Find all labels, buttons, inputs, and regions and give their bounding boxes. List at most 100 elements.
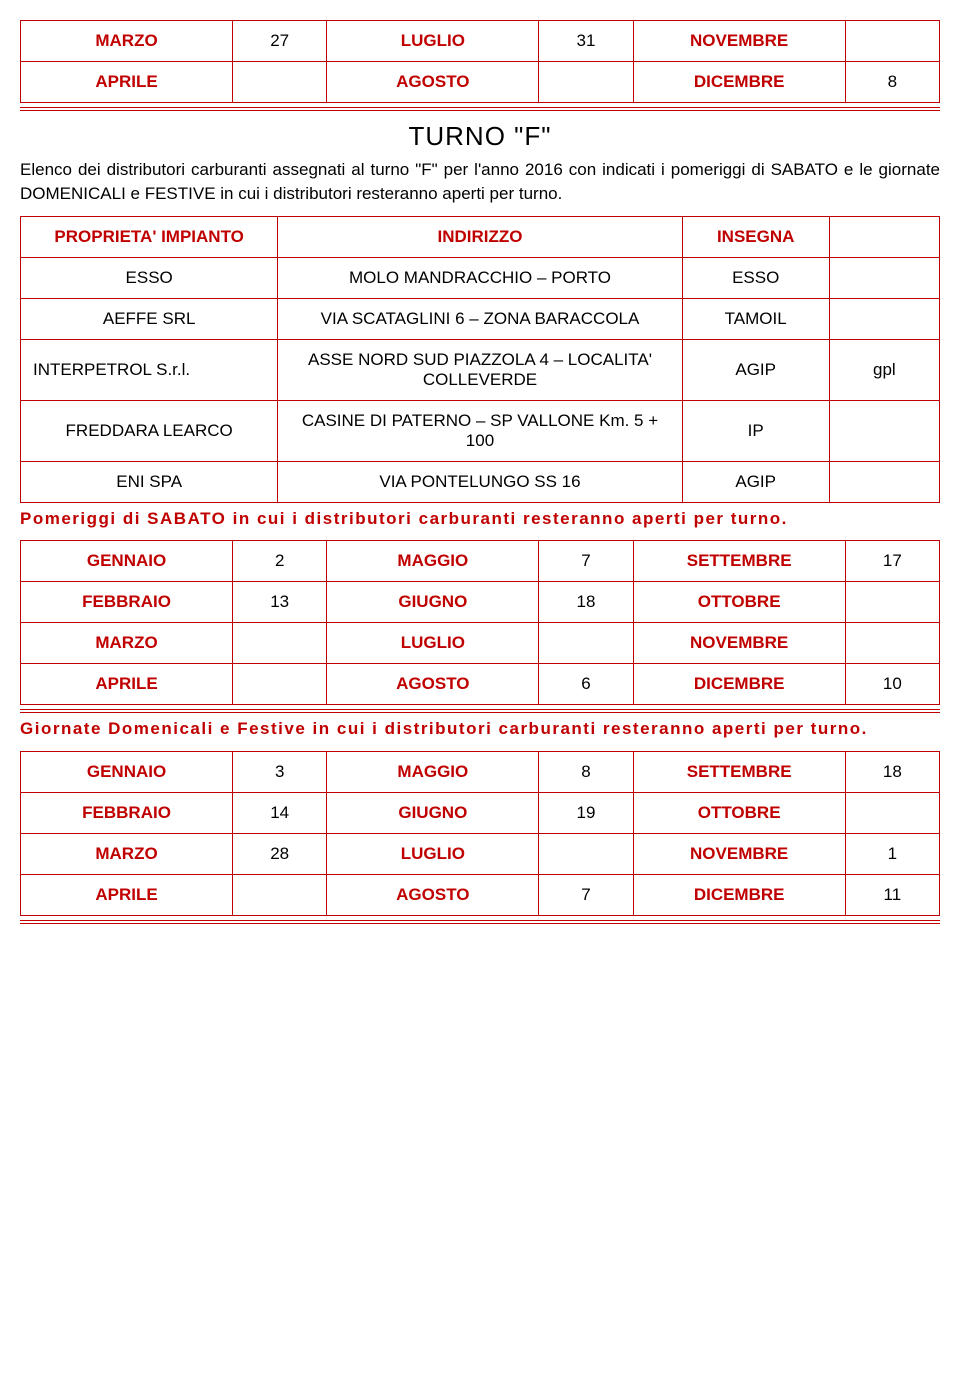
value-cell: 18 [845,752,939,793]
month-cell: MARZO [21,623,233,664]
month-cell: AGOSTO [327,875,539,916]
value-cell: 27 [233,21,327,62]
month-cell: NOVEMBRE [633,623,845,664]
header-indirizzo: INDIRIZZO [278,216,682,257]
value-cell: 8 [845,62,939,103]
festive-table: GENNAIO 3 MAGGIO 8 SETTEMBRE 18 FEBBRAIO… [20,751,940,916]
month-cell: DICEMBRE [633,62,845,103]
ins-cell: AGIP [682,461,829,502]
prop-cell: FREDDARA LEARCO [21,400,278,461]
ins-cell: TAMOIL [682,298,829,339]
month-cell: GIUGNO [327,793,539,834]
month-cell: APRILE [21,62,233,103]
month-cell: FEBBRAIO [21,582,233,623]
month-cell: LUGLIO [327,623,539,664]
month-cell: APRILE [21,875,233,916]
month-cell: SETTEMBRE [633,541,845,582]
ins-cell: IP [682,400,829,461]
header-proprieta: PROPRIETA' IMPIANTO [21,216,278,257]
month-cell: AGOSTO [327,664,539,705]
divider [20,107,940,111]
month-cell: MARZO [21,834,233,875]
month-cell: GENNAIO [21,541,233,582]
value-cell: 18 [539,582,633,623]
value-cell: 7 [539,541,633,582]
table-row: INTERPETROL S.r.l. ASSE NORD SUD PIAZZOL… [21,339,940,400]
value-cell: 10 [845,664,939,705]
ins-cell: AGIP [682,339,829,400]
table-row: MARZO 28 LUGLIO NOVEMBRE 1 [21,834,940,875]
value-cell: 2 [233,541,327,582]
table-row: FREDDARA LEARCO CASINE DI PATERNO – SP V… [21,400,940,461]
extra-cell [829,257,939,298]
table-row: FEBBRAIO 14 GIUGNO 19 OTTOBRE [21,793,940,834]
intro-paragraph: Elenco dei distributori carburanti asseg… [20,158,940,206]
month-cell: FEBBRAIO [21,793,233,834]
value-cell: 31 [539,21,633,62]
prop-cell: ESSO [21,257,278,298]
value-cell: 28 [233,834,327,875]
value-cell [539,62,633,103]
festive-paragraph: Giornate Domenicali e Festive in cui i d… [20,717,940,741]
ins-cell: ESSO [682,257,829,298]
month-cell: MARZO [21,21,233,62]
value-cell [845,21,939,62]
month-cell: GENNAIO [21,752,233,793]
extra-cell: gpl [829,339,939,400]
table-row: MARZO LUGLIO NOVEMBRE [21,623,940,664]
month-cell: SETTEMBRE [633,752,845,793]
prop-cell: INTERPETROL S.r.l. [21,339,278,400]
table-header-row: PROPRIETA' IMPIANTO INDIRIZZO INSEGNA [21,216,940,257]
addr-cell: VIA PONTELUNGO SS 16 [278,461,682,502]
month-cell: LUGLIO [327,834,539,875]
divider [20,709,940,713]
table-row: ESSO MOLO MANDRACCHIO – PORTO ESSO [21,257,940,298]
month-cell: MAGGIO [327,752,539,793]
prop-cell: AEFFE SRL [21,298,278,339]
value-cell: 17 [845,541,939,582]
prop-cell: ENI SPA [21,461,278,502]
value-cell: 14 [233,793,327,834]
table-row: GENNAIO 2 MAGGIO 7 SETTEMBRE 17 [21,541,940,582]
month-cell: NOVEMBRE [633,834,845,875]
value-cell [233,664,327,705]
value-cell: 6 [539,664,633,705]
value-cell: 8 [539,752,633,793]
value-cell: 19 [539,793,633,834]
table-row: APRILE AGOSTO 7 DICEMBRE 11 [21,875,940,916]
month-cell: LUGLIO [327,21,539,62]
table-row: FEBBRAIO 13 GIUGNO 18 OTTOBRE [21,582,940,623]
value-cell: 11 [845,875,939,916]
value-cell: 13 [233,582,327,623]
month-cell: MAGGIO [327,541,539,582]
extra-cell [829,461,939,502]
month-cell: OTTOBRE [633,582,845,623]
value-cell: 3 [233,752,327,793]
value-cell: 1 [845,834,939,875]
table-row: APRILE AGOSTO DICEMBRE 8 [21,62,940,103]
table-row: MARZO 27 LUGLIO 31 NOVEMBRE [21,21,940,62]
table-row: AEFFE SRL VIA SCATAGLINI 6 – ZONA BARACC… [21,298,940,339]
month-cell: GIUGNO [327,582,539,623]
addr-cell: VIA SCATAGLINI 6 – ZONA BARACCOLA [278,298,682,339]
sabato-table: GENNAIO 2 MAGGIO 7 SETTEMBRE 17 FEBBRAIO… [20,540,940,705]
addr-cell: CASINE DI PATERNO – SP VALLONE Km. 5 + 1… [278,400,682,461]
addr-cell: ASSE NORD SUD PIAZZOLA 4 – LOCALITA' COL… [278,339,682,400]
turno-title: TURNO "F" [20,121,940,152]
header-extra [829,216,939,257]
month-cell: AGOSTO [327,62,539,103]
month-cell: OTTOBRE [633,793,845,834]
value-cell [845,623,939,664]
sabato-paragraph: Pomeriggi di SABATO in cui i distributor… [20,507,940,531]
value-cell [539,623,633,664]
value-cell [233,62,327,103]
value-cell [233,875,327,916]
value-cell [539,834,633,875]
value-cell: 7 [539,875,633,916]
proprieta-table: PROPRIETA' IMPIANTO INDIRIZZO INSEGNA ES… [20,216,940,503]
header-insegna: INSEGNA [682,216,829,257]
table-row: ENI SPA VIA PONTELUNGO SS 16 AGIP [21,461,940,502]
top-month-table: MARZO 27 LUGLIO 31 NOVEMBRE APRILE AGOST… [20,20,940,103]
month-cell: DICEMBRE [633,875,845,916]
month-cell: DICEMBRE [633,664,845,705]
